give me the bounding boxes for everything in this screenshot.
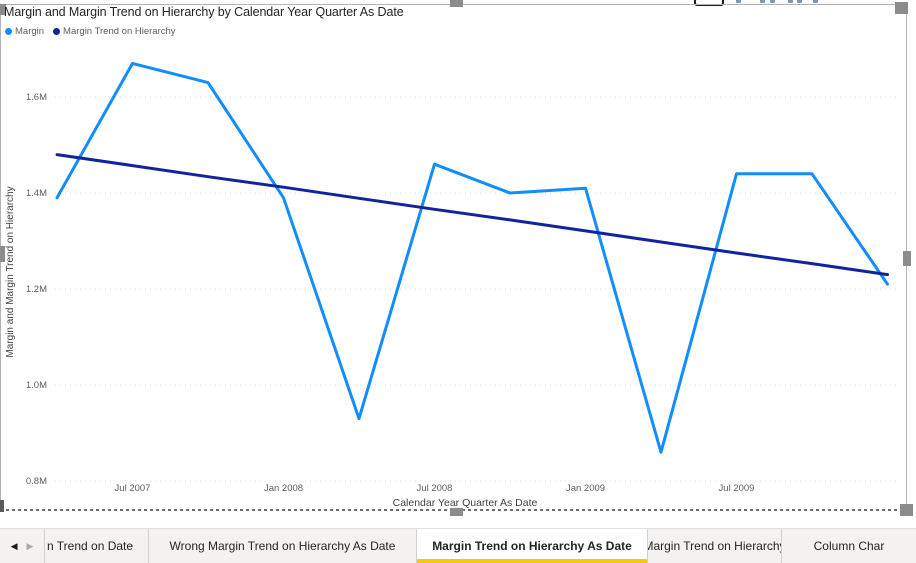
x-tick-label: Jan 2009 xyxy=(566,483,605,494)
x-axis-tick-labels: Jul 2007 Jan 2008 Jul 2008 Jan 2009 Jul 2009 xyxy=(115,483,755,494)
x-axis-title: Calendar Year Quarter As Date xyxy=(393,497,538,509)
y-tick-label: 1.6M xyxy=(26,92,47,103)
tab-label: Margin Trend on Hierarchy xyxy=(648,539,782,553)
legend-dot-trend xyxy=(53,28,61,35)
tab-column-chart[interactable]: Column Char xyxy=(782,529,916,563)
gridlines xyxy=(55,96,896,482)
active-tab-underline xyxy=(417,559,647,563)
next-pages-icon[interactable]: ▶ xyxy=(26,540,34,551)
pin-icon[interactable] xyxy=(736,0,741,3)
y-tick-label: 1.0M xyxy=(26,380,47,391)
x-tick-label: Jul 2009 xyxy=(719,483,755,494)
legend-item-margin[interactable]: Margin xyxy=(5,26,44,37)
resize-handle-top-left[interactable] xyxy=(0,4,6,15)
tab-label: Margin Trend on Hierarchy As Date xyxy=(432,539,632,553)
chart-title: Margin and Margin Trend on Hierarchy by … xyxy=(4,5,404,19)
y-axis-title: Margin and Margin Trend on Hierarchy xyxy=(5,186,16,357)
tab-margin-trend-on-hierarchy[interactable]: Margin Trend on Hierarchy xyxy=(648,529,782,563)
legend-label: Margin Trend on Hierarchy xyxy=(63,26,176,37)
expand-icon-2[interactable] xyxy=(770,0,775,3)
resize-handle-right[interactable] xyxy=(903,251,911,266)
line-chart[interactable]: 0.8M1.0M1.2M1.4M1.6M Jul 2007 Jan 2008 Jul… xyxy=(0,0,916,520)
selection-border-top xyxy=(0,4,896,5)
previous-pages-icon[interactable]: ◀ xyxy=(10,540,18,551)
tab-navigation: ◀ ▶ xyxy=(0,529,45,563)
x-tick-label: Jul 2007 xyxy=(115,483,151,494)
filter-icon-2[interactable] xyxy=(797,0,802,3)
filter-icon[interactable] xyxy=(788,0,793,3)
y-tick-label: 0.8M xyxy=(26,476,47,487)
y-tick-label: 1.2M xyxy=(26,284,47,295)
tab-wrong-margin-trend-on-hierarchy-as-date[interactable]: Wrong Margin Trend on Hierarchy As Date xyxy=(149,529,417,563)
legend-item-trend[interactable]: Margin Trend on Hierarchy xyxy=(53,26,176,37)
margin-line-series[interactable] xyxy=(55,61,889,454)
tab-label: Column Char xyxy=(813,539,885,553)
page-tab-bar: ◀ ▶ n Trend on Date Wrong Margin Trend o… xyxy=(0,528,916,563)
resize-handle-left[interactable] xyxy=(0,246,5,262)
legend-dot-margin xyxy=(5,28,12,35)
chart-legend: Margin Margin Trend on Hierarchy xyxy=(5,26,176,37)
tab-margin-trend-on-hierarchy-as-date-active[interactable]: Margin Trend on Hierarchy As Date xyxy=(417,529,648,563)
focus-mode-icon[interactable] xyxy=(694,0,724,6)
resize-handle-bottom[interactable] xyxy=(450,508,463,516)
margin-trend-line-series[interactable] xyxy=(55,153,889,277)
resize-handle-bottom-left[interactable] xyxy=(0,500,4,512)
x-tick-label: Jan 2008 xyxy=(264,483,303,494)
resize-handle-top[interactable] xyxy=(450,0,463,7)
legend-label: Margin xyxy=(15,26,45,37)
resize-handle-top-right[interactable] xyxy=(895,2,908,14)
tab-label: n Trend on Date xyxy=(47,539,134,553)
y-axis-tick-labels: 0.8M 1.0M 1.2M 1.4M 1.6M xyxy=(26,92,47,487)
more-options-icon[interactable] xyxy=(813,0,818,3)
x-tick-label: Jul 2008 xyxy=(417,483,453,494)
tab-label: Wrong Margin Trend on Hierarchy As Date xyxy=(169,539,396,553)
expand-icon[interactable] xyxy=(760,0,765,3)
tab-trend-on-date[interactable]: n Trend on Date xyxy=(45,529,149,563)
resize-handle-bottom-right[interactable] xyxy=(900,504,913,516)
y-tick-label: 1.4M xyxy=(26,188,47,199)
